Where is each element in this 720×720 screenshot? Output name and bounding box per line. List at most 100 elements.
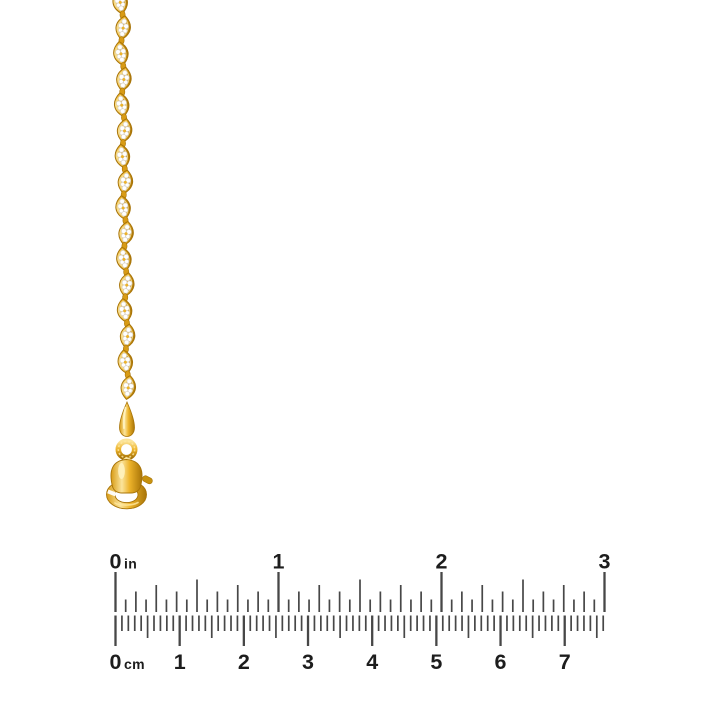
ruler-cm-tick — [352, 615, 354, 631]
ruler-cm-tick — [165, 615, 168, 631]
ruler-cm-tick — [403, 615, 406, 638]
ruler-inch-tick — [298, 591, 300, 612]
chain-link-center — [120, 155, 124, 159]
ruler-inch-tick — [471, 599, 473, 612]
ruler-cm-tick — [281, 615, 284, 631]
chain-white-sparkle — [120, 108, 126, 114]
ruler-cm-tick — [127, 615, 130, 631]
chain-white-sparkle — [122, 70, 128, 76]
chain-white-sparkle — [122, 262, 128, 268]
clasp-claw-opening — [107, 489, 117, 497]
ruler-cm-tick — [583, 615, 585, 631]
ruler-cm-tick — [300, 615, 303, 631]
ruler-cm-tick — [236, 615, 239, 631]
ruler-cm-tick — [429, 615, 431, 631]
chain-link-center — [125, 283, 129, 287]
ruler-cm-tick — [345, 615, 348, 631]
ruler-cm-tick — [178, 615, 181, 646]
chain-white-sparkle — [123, 173, 130, 179]
ruler-inch-tick — [410, 599, 412, 612]
chain-link — [119, 272, 135, 298]
ruler-cm-tick — [320, 615, 322, 631]
ruler-inch-tick — [593, 599, 596, 612]
ruler-inch-tick — [165, 599, 168, 612]
ruler-cm-ticks — [114, 615, 605, 646]
chain-white-sparkle — [122, 313, 129, 320]
ruler-inch-tick — [573, 599, 575, 612]
ruler-cm-tick — [480, 615, 483, 631]
ruler-cm-tick — [493, 615, 495, 631]
ruler-cm-tick — [332, 615, 335, 631]
ruler-inch-tick — [196, 579, 198, 612]
clasp-body-highlight — [118, 463, 125, 479]
ruler-cm-tick — [185, 615, 187, 631]
ruler-cm-tick — [172, 615, 175, 631]
ruler-cm-unit-label: cm — [124, 656, 145, 672]
ruler-inch-tick — [511, 599, 514, 612]
ruler-inch-tick — [430, 599, 433, 612]
chain-white-sparkle — [123, 339, 130, 345]
ruler-cm-tick — [306, 615, 310, 646]
chain-link — [116, 246, 132, 272]
ruler-inch-tick — [257, 591, 259, 612]
ruler-cm-tick — [287, 615, 290, 631]
chain-white-sparkle — [118, 95, 124, 102]
chain-link — [115, 195, 131, 221]
chain-white-sparkle — [125, 327, 132, 333]
ruler-inch-tick — [491, 599, 494, 612]
clasp-trigger-nub — [142, 475, 153, 485]
ruler-inch-tick — [114, 572, 117, 612]
ruler-cm-tick — [217, 615, 220, 631]
chain-white-sparkle — [121, 211, 127, 217]
ruler-cm-tick — [191, 615, 194, 631]
ruler-inch-tick — [369, 599, 372, 612]
ruler-inch-tick — [216, 591, 219, 612]
ruler-inch-number: 3 — [599, 550, 611, 574]
ruler-cm-tick — [204, 615, 207, 631]
ruler-cm-tick — [416, 615, 418, 631]
lobster-clasp — [106, 401, 153, 510]
ruler-cm-tick — [262, 615, 264, 631]
clasp-connector-drop — [119, 401, 135, 437]
chain-white-sparkle — [119, 56, 125, 63]
chain-link — [119, 323, 136, 349]
ruler-cm-tick — [153, 615, 155, 631]
chain-link — [113, 40, 129, 66]
ruler-inch-tick — [135, 591, 137, 612]
ruler-cm-tick — [467, 615, 470, 638]
ruler-cm-tick — [313, 615, 316, 631]
chain-white-sparkle — [120, 134, 127, 140]
ruler-cm-tick — [275, 615, 277, 638]
chain-link-center — [120, 103, 124, 107]
ruler-cm-tick — [268, 615, 271, 631]
ruler-cm-tick — [390, 615, 393, 631]
clasp-body-bell — [110, 459, 143, 494]
ruler-inch-number: 2 — [436, 550, 448, 574]
ruler-inch-tick — [552, 599, 555, 612]
ruler-inch-tick — [277, 572, 280, 612]
ruler-inch-tick — [379, 591, 382, 612]
ruler-cm-tick — [602, 615, 605, 631]
chain-link-center — [122, 257, 126, 261]
chain-link — [115, 15, 131, 41]
chain-white-sparkle — [126, 378, 132, 384]
ruler-inch-unit-label: in — [124, 556, 137, 572]
ruler-cm-number: 1 — [174, 650, 186, 674]
ruler-cm-tick — [223, 615, 226, 631]
chain-white-sparkle — [122, 236, 128, 243]
ruler-cm-tick — [518, 615, 521, 631]
ruler-cm-tick — [525, 615, 528, 631]
chain-white-sparkle — [118, 5, 124, 11]
ruler-inch-number: 1 — [273, 550, 285, 574]
ruler-cm-tick — [576, 615, 579, 631]
ruler-inch-tick — [328, 599, 331, 612]
ruler-cm-tick — [339, 615, 341, 638]
chain-white-sparkle — [123, 365, 129, 371]
chain-white-sparkle — [120, 82, 126, 88]
ruler-cm-tick — [422, 615, 425, 631]
ruler-inch-tick — [338, 591, 341, 612]
ruler: 0 1 2 3 in 0 1 2 3 4 5 6 7 cm — [110, 550, 611, 675]
ruler-cm-tick — [358, 615, 361, 631]
ruler-inch-tick — [308, 599, 310, 612]
